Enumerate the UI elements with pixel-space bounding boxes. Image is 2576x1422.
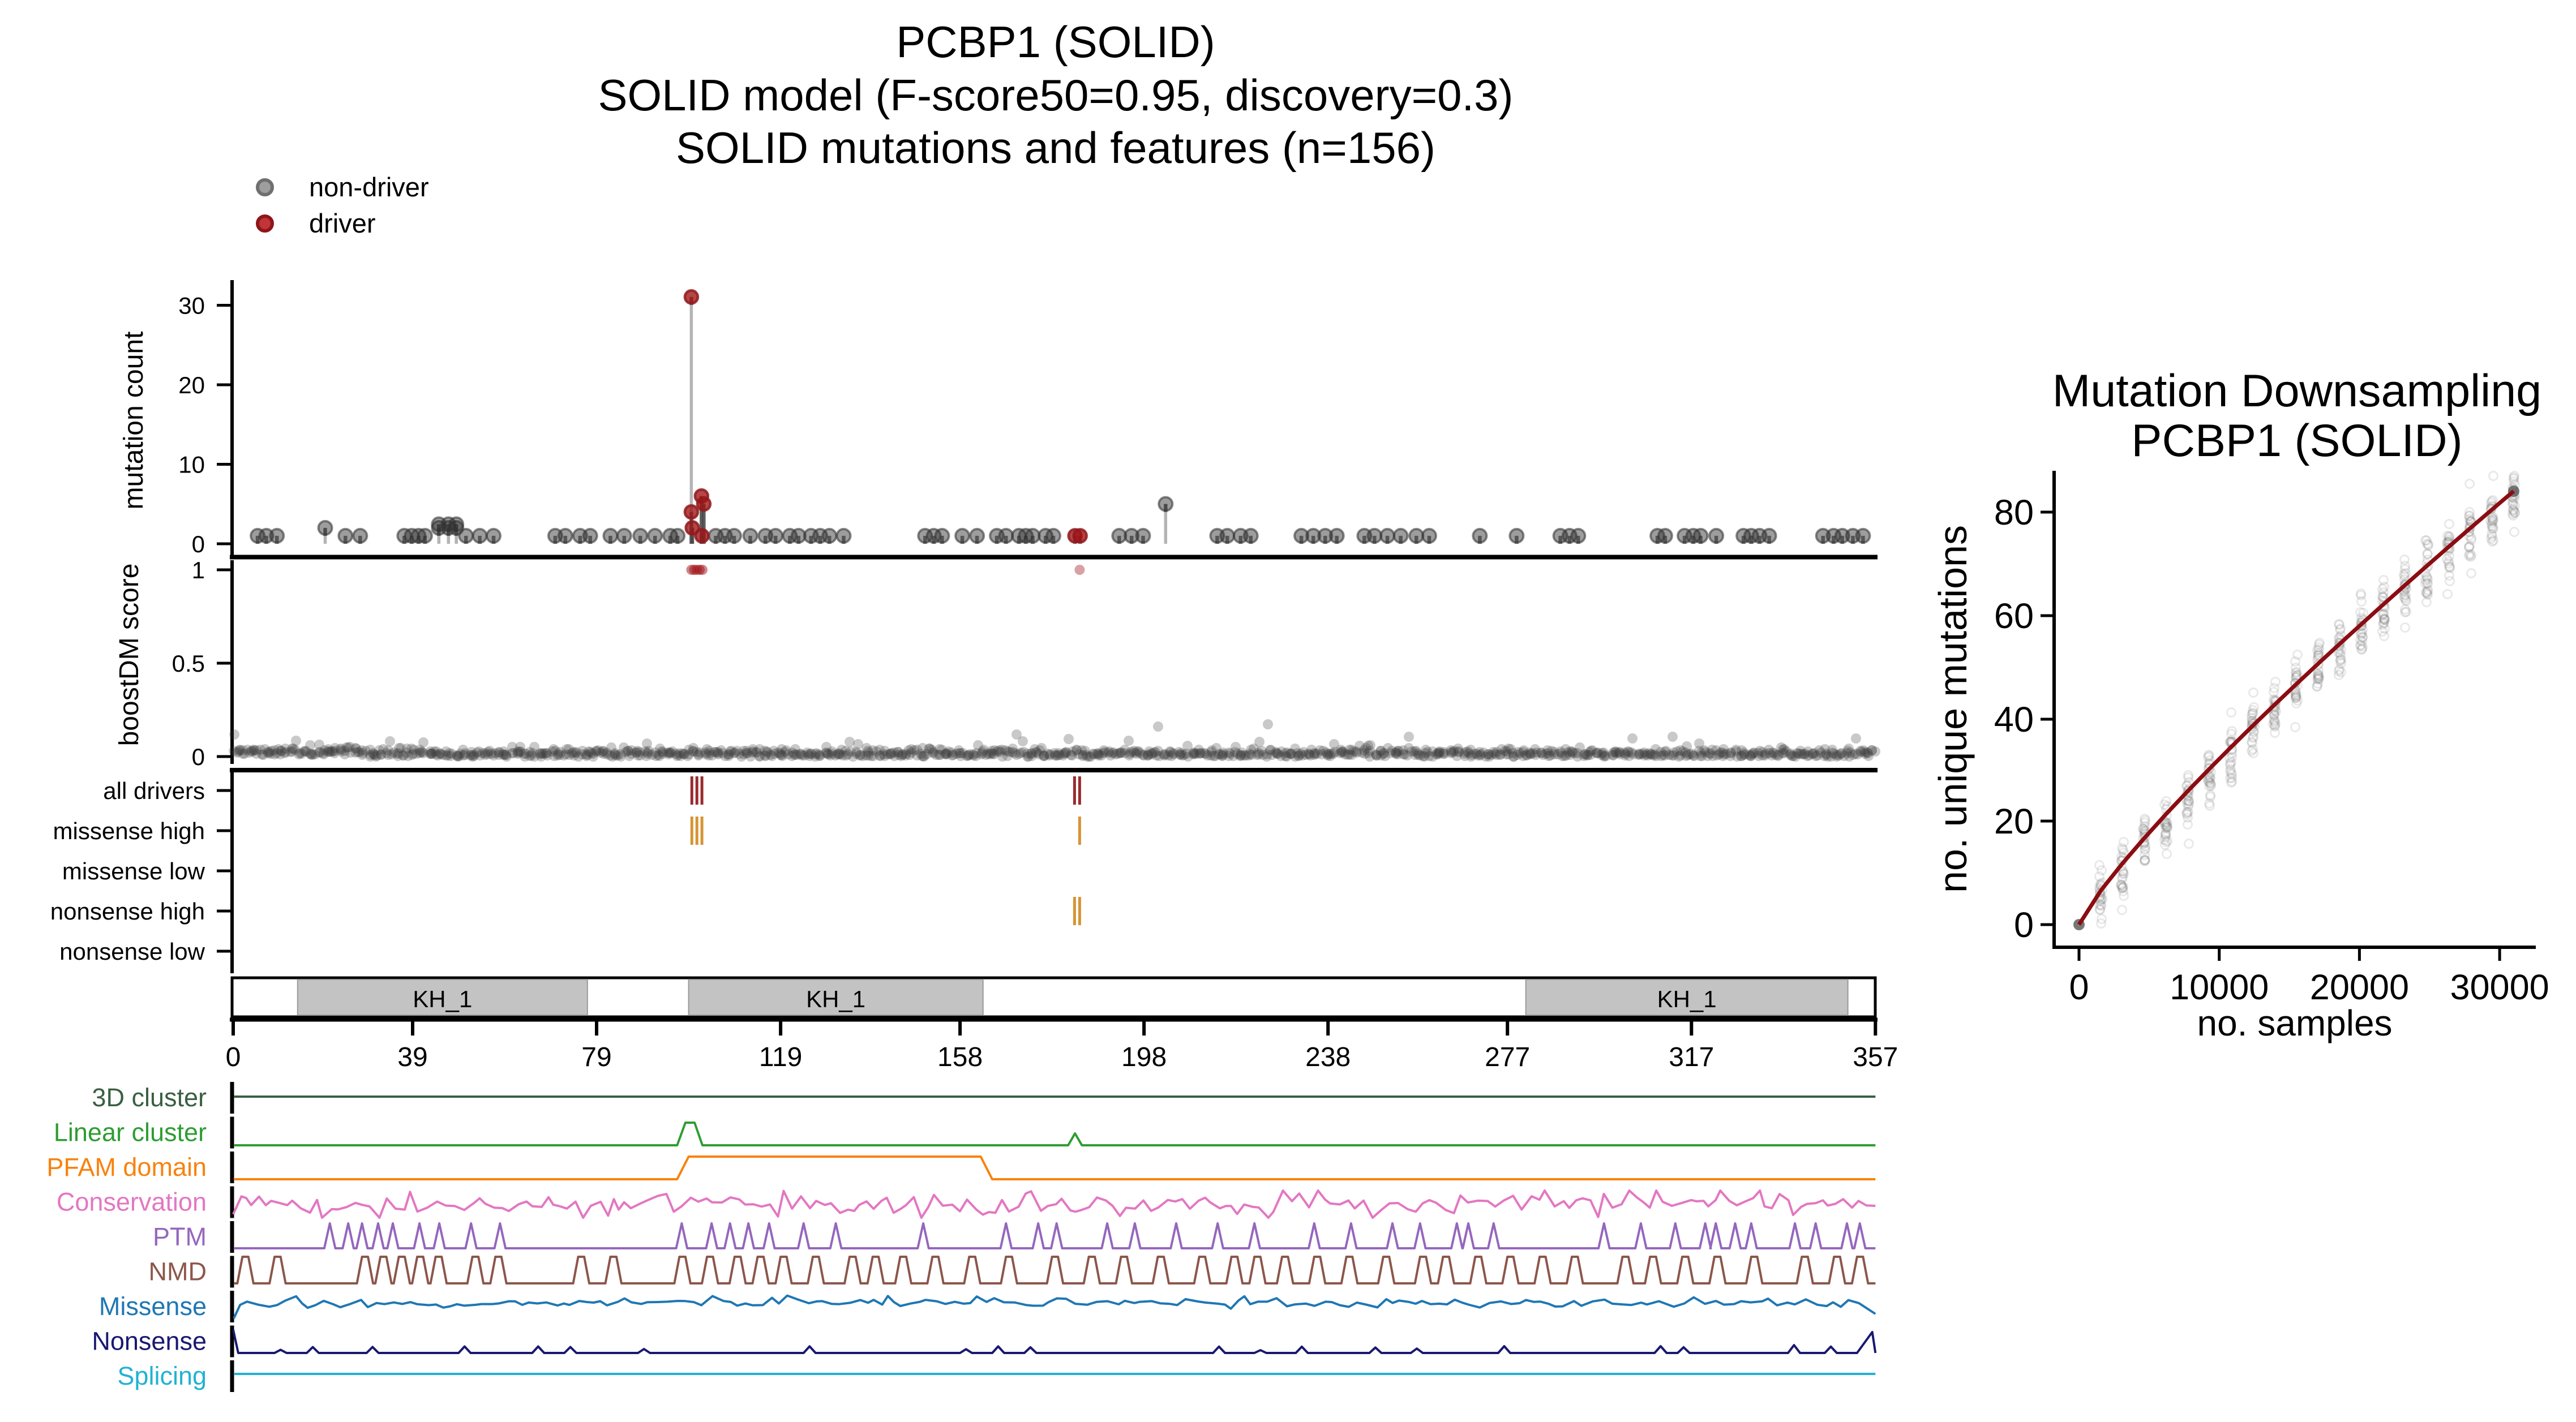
svg-text:NMD: NMD — [149, 1257, 207, 1286]
svg-text:0: 0 — [226, 1042, 241, 1072]
svg-text:79: 79 — [581, 1042, 611, 1072]
svg-text:3D cluster: 3D cluster — [92, 1083, 207, 1112]
svg-text:non-driver: non-driver — [309, 172, 429, 202]
svg-text:20: 20 — [178, 372, 205, 398]
svg-text:Nonsense: Nonsense — [92, 1327, 207, 1356]
svg-text:PCBP1 (SOLID): PCBP1 (SOLID) — [2131, 415, 2462, 466]
svg-text:10: 10 — [178, 452, 205, 478]
svg-text:40: 40 — [1994, 700, 2034, 740]
svg-text:80: 80 — [1994, 493, 2034, 532]
svg-text:KH_1: KH_1 — [806, 986, 865, 1012]
svg-text:KH_1: KH_1 — [1657, 986, 1717, 1012]
svg-text:PFAM domain: PFAM domain — [46, 1153, 207, 1182]
svg-text:no. samples: no. samples — [2197, 1003, 2392, 1043]
svg-text:0: 0 — [2014, 905, 2034, 945]
svg-text:317: 317 — [1669, 1042, 1714, 1072]
svg-text:158: 158 — [937, 1042, 983, 1072]
svg-text:Mutation Downsampling: Mutation Downsampling — [2052, 366, 2541, 416]
svg-text:238: 238 — [1305, 1042, 1351, 1072]
svg-text:0: 0 — [192, 531, 205, 557]
svg-text:10000: 10000 — [2170, 968, 2269, 1007]
svg-text:60: 60 — [1994, 596, 2034, 636]
svg-text:Linear cluster: Linear cluster — [54, 1118, 207, 1147]
svg-text:277: 277 — [1485, 1042, 1530, 1072]
svg-text:0: 0 — [2069, 968, 2089, 1007]
svg-text:nonsense high: nonsense high — [50, 898, 205, 925]
svg-text:198: 198 — [1121, 1042, 1167, 1072]
svg-text:Missense: Missense — [99, 1292, 207, 1321]
svg-text:all drivers: all drivers — [103, 777, 205, 804]
svg-text:30: 30 — [178, 293, 205, 319]
svg-text:KH_1: KH_1 — [413, 986, 472, 1012]
svg-text:missense high: missense high — [53, 818, 205, 844]
svg-text:Conservation: Conservation — [57, 1188, 207, 1217]
svg-text:20: 20 — [1994, 802, 2034, 841]
svg-text:driver: driver — [309, 208, 376, 238]
svg-text:PTM: PTM — [153, 1222, 207, 1251]
svg-text:0.5: 0.5 — [172, 650, 205, 677]
svg-text:mutation count: mutation count — [119, 332, 149, 510]
svg-text:0: 0 — [192, 744, 205, 770]
svg-text:Splicing: Splicing — [117, 1361, 207, 1390]
svg-text:1: 1 — [192, 557, 205, 583]
svg-text:39: 39 — [397, 1042, 427, 1072]
svg-text:30000: 30000 — [2450, 968, 2549, 1007]
svg-text:boostDM score: boostDM score — [114, 564, 144, 746]
svg-text:20000: 20000 — [2310, 968, 2409, 1007]
svg-text:nonsense low: nonsense low — [59, 938, 205, 965]
svg-text:missense low: missense low — [62, 858, 205, 884]
svg-text:no. unique mutations: no. unique mutations — [1931, 525, 1975, 893]
svg-text:SOLID mutations and features (: SOLID mutations and features (n=156) — [676, 123, 1435, 173]
svg-text:PCBP1 (SOLID): PCBP1 (SOLID) — [896, 17, 1215, 67]
svg-text:SOLID model (F-score50=0.95, d: SOLID model (F-score50=0.95, discovery=0… — [598, 70, 1513, 120]
svg-text:357: 357 — [1853, 1042, 1898, 1072]
svg-text:119: 119 — [759, 1042, 803, 1072]
